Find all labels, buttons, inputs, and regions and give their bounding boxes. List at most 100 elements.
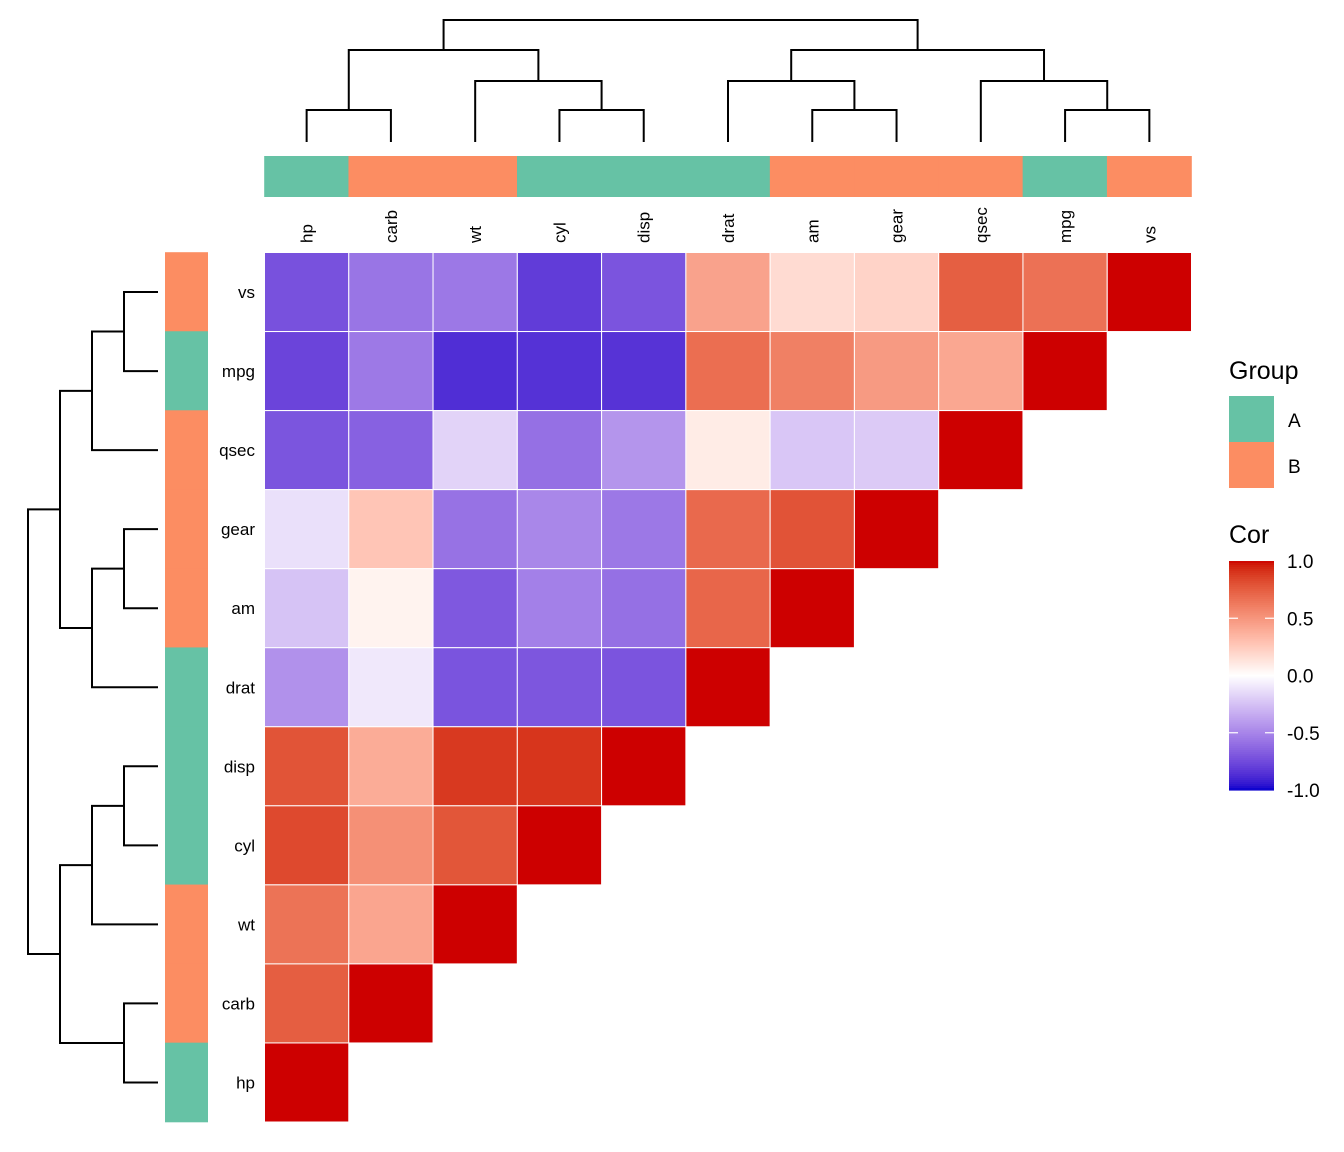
column-dendrogram [305,19,1151,142]
colorbar-segment [1229,726,1274,729]
row-label-drat: drat [226,678,256,697]
colorbar-segment [1229,686,1274,690]
heatmap-cell-mpg-mpg [1022,331,1108,412]
heatmap-cell-cyl-hp [264,805,350,886]
heatmap-cell-mpg-gear [853,331,940,412]
heatmap-cell-gear-carb [348,489,434,570]
dendrogram-branch [59,389,92,629]
colorbar-segment [1229,674,1274,678]
colorbar-segment [1229,592,1274,596]
dendrogram-branch [123,1002,158,1084]
row-label-disp: disp [224,757,255,776]
heatmap-cell-qsec-cyl [516,410,603,491]
column-annotation-drat [685,156,771,197]
group-legend-label-b: B [1288,457,1301,478]
heatmap-cell-mpg-wt [432,331,518,412]
colorbar-segment [1229,684,1274,688]
heatmap-cell-carb-hp [264,963,350,1044]
column-label-cyl: cyl [550,222,569,243]
colorbar-segment [1229,698,1274,701]
colorbar-segment [1229,654,1274,658]
row-label-carb: carb [222,994,255,1013]
heatmap-cell-drat-drat [685,647,771,728]
row-annotation-vs [165,252,208,332]
heatmap-cell-gear-disp [601,489,687,570]
colorbar-segment [1229,760,1274,763]
heatmap-cell-drat-carb [348,647,434,728]
heatmap-cell-am-am [769,568,855,649]
colorbar-segment [1229,578,1274,582]
heatmap-cell-qsec-qsec [938,410,1024,491]
colorbar-tick-label: 0.5 [1287,609,1313,630]
colorbar-segment [1229,708,1274,711]
heatmap-cell-mpg-am [769,331,855,412]
column-label-disp: disp [635,212,654,243]
heatmap-cell-vs-drat [685,252,771,333]
colorbar-segment [1229,778,1274,781]
heatmap-cell-vs-am [769,252,855,333]
colorbar-segment [1229,740,1274,743]
group-legend: Group A B [1229,357,1301,488]
row-annotation-mpg [165,331,208,411]
colorbar-segment [1229,576,1274,580]
colorbar-segment [1229,642,1274,646]
row-label-mpg: mpg [222,362,255,381]
colorbar-segment [1229,640,1274,644]
colorbar-segment [1229,758,1274,761]
colorbar-segment [1229,562,1274,566]
heatmap-cell-gear-drat [685,489,771,570]
dendrogram-branch [123,528,158,610]
colorbar-segment [1229,772,1274,775]
row-annotation-am [165,568,208,649]
colorbar-segment [1229,704,1274,707]
heatmap-cell-vs-wt [432,252,518,333]
colorbar-segment [1229,692,1274,696]
column-annotation-hp [264,156,350,197]
colorbar-segment [1229,734,1274,737]
heatmap-cell-mpg-qsec [938,331,1024,412]
heatmap-cell-mpg-disp [601,331,687,412]
heatmap-cell-carb-carb [348,963,434,1044]
heatmap-cell-gear-hp [264,489,350,570]
colorbar-segment [1229,756,1274,759]
colorbar-segment [1229,602,1274,606]
colorbar-segment [1229,630,1274,634]
colorbar-segment [1229,564,1274,568]
column-label-vs: vs [1140,226,1159,243]
cor-legend: Cor 1.0 0.5 0.0 -0.5 -1.0 [1229,521,1320,802]
column-label-wt: wt [466,226,485,244]
column-group-annotation [264,156,1192,197]
heatmap-cell-mpg-hp [264,331,350,412]
colorbar-segment [1229,600,1274,604]
column-label-am: am [803,219,822,243]
heatmap-cell-qsec-disp [601,410,687,491]
column-label-carb: carb [382,210,401,243]
colorbar-segment [1229,570,1274,574]
colorbar-segment [1229,632,1274,636]
row-annotation-hp [165,1042,208,1123]
dendrogram-branch [558,109,645,142]
dendrogram-branch [123,291,158,373]
colorbar-segment [1229,738,1274,741]
colorbar-segment [1229,776,1274,779]
colorbar-segment [1229,714,1274,717]
colorbar-segment [1229,780,1274,783]
heatmap-cell-vs-carb [348,252,434,333]
colorbar-segment [1229,656,1274,660]
colorbar-segment [1229,662,1274,666]
colorbar-segment [1229,766,1274,769]
column-label-drat: drat [719,213,738,243]
colorbar-segment [1229,732,1274,735]
colorbar-segment [1229,586,1274,590]
dendrogram-branch [790,49,1046,81]
heatmap-cell-am-disp [601,568,687,649]
cor-colorbar [1229,561,1274,791]
colorbar-segment [1229,702,1274,705]
group-legend-label-a: A [1288,411,1301,432]
colorbar-segment [1229,680,1274,684]
column-annotation-carb [348,156,434,197]
row-annotation-cyl [165,805,208,886]
colorbar-tick-label: 0.0 [1287,667,1313,688]
colorbar-segment [1229,620,1274,624]
